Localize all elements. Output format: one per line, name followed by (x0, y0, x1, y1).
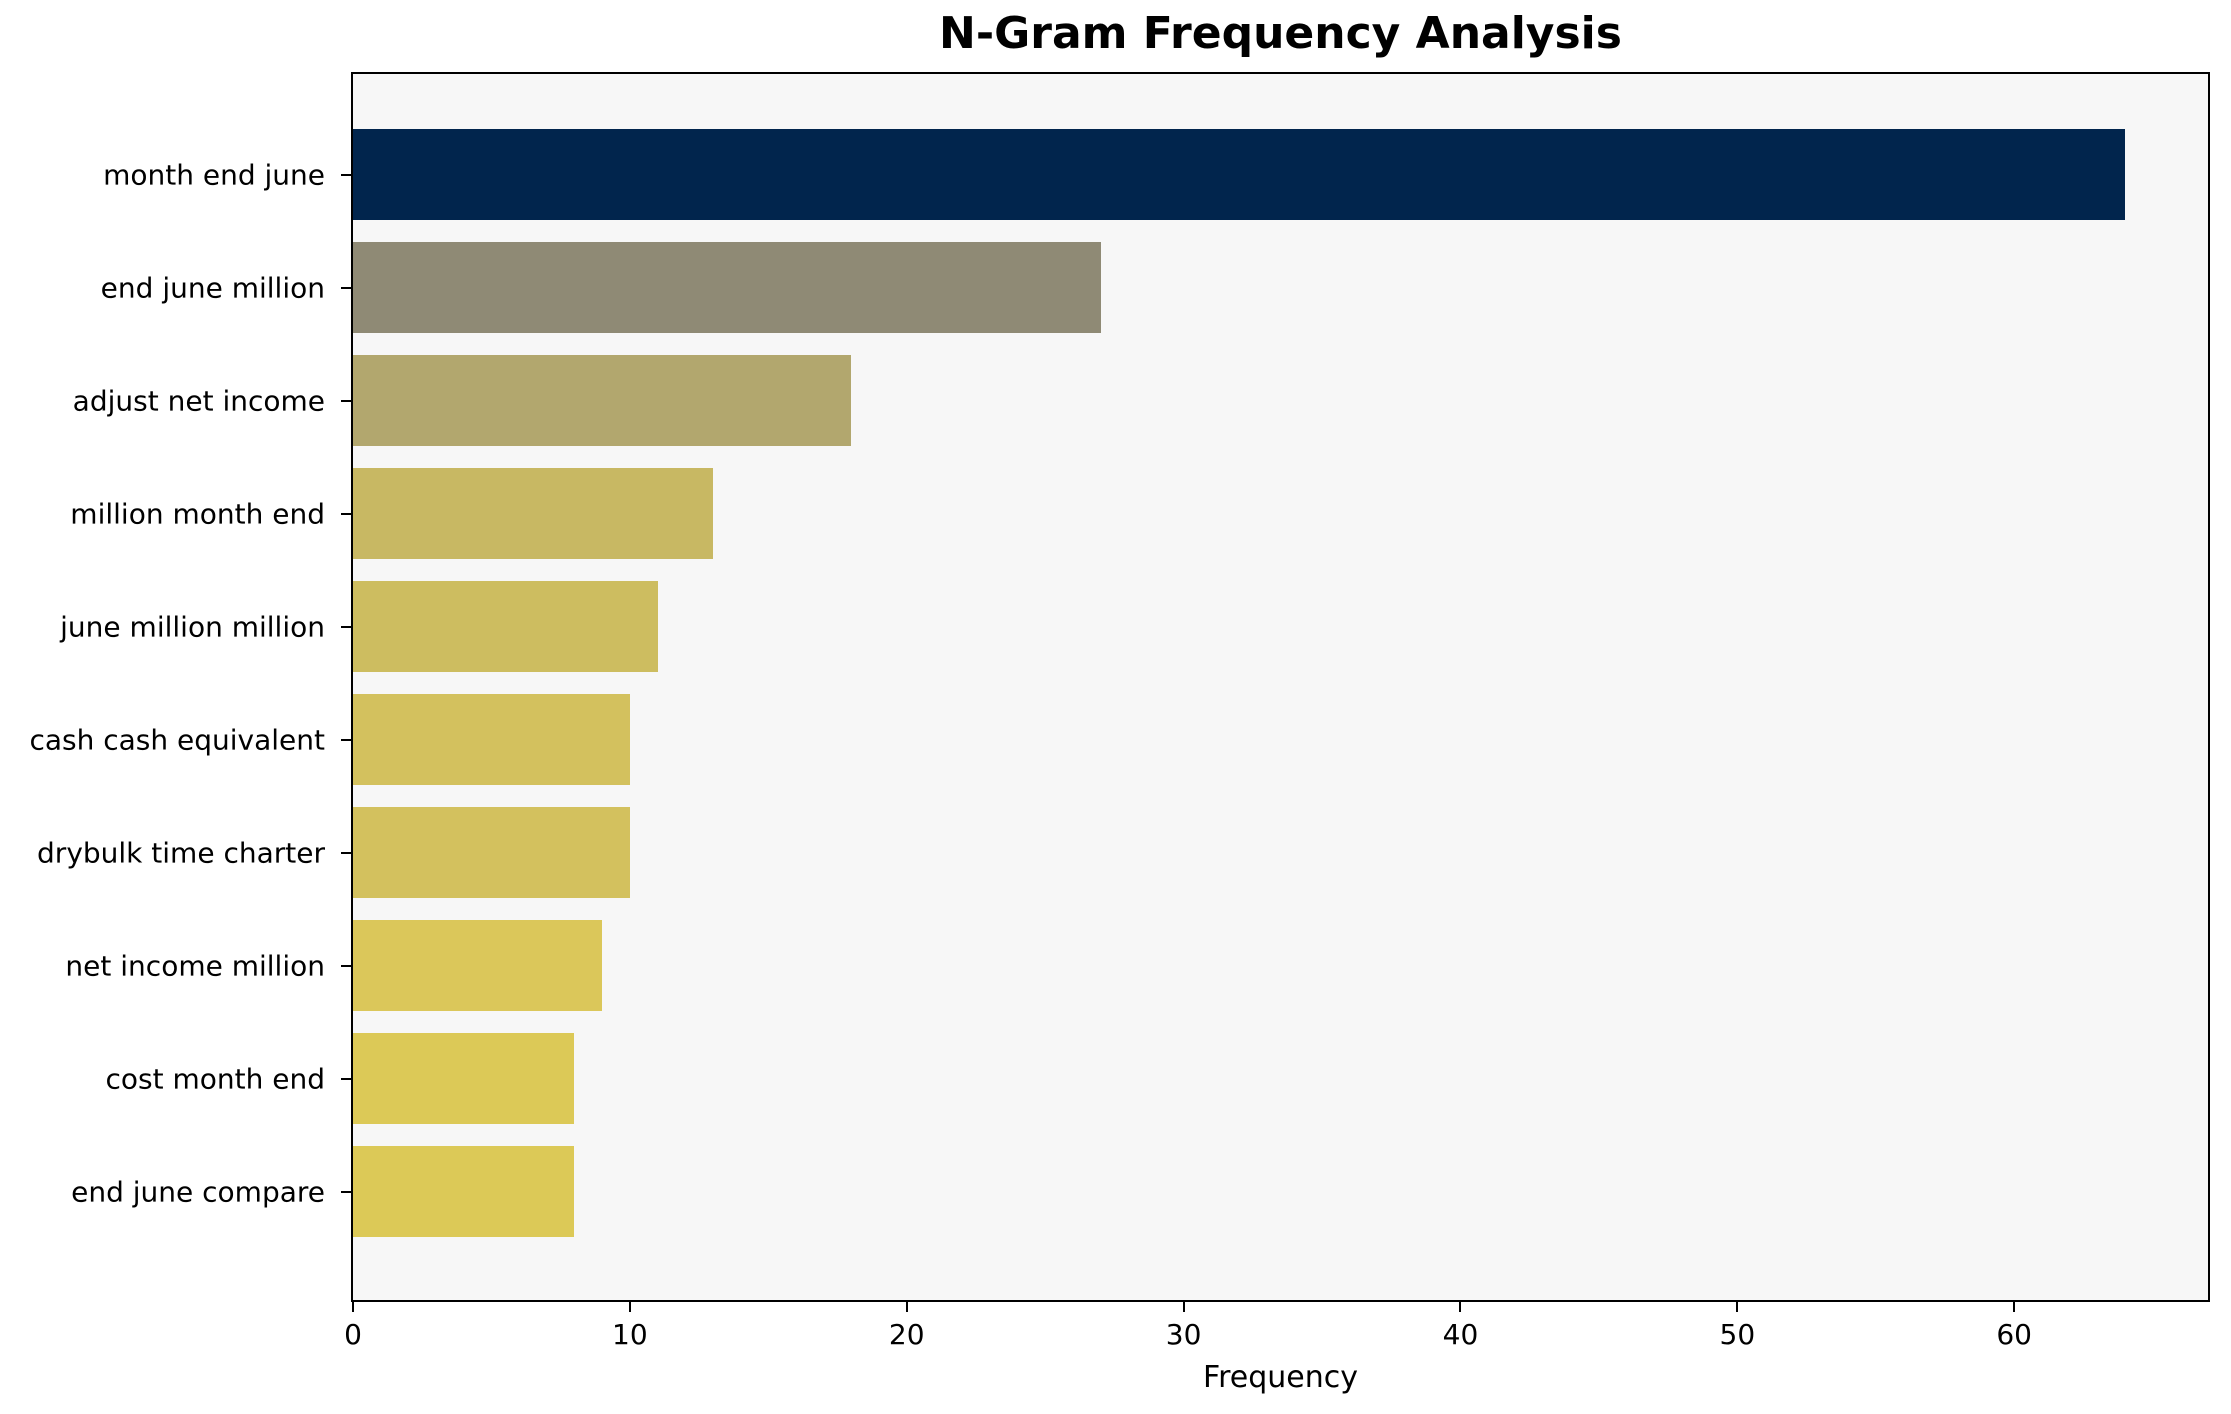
tick-mark (1182, 1302, 1185, 1312)
tick-mark (341, 1077, 351, 1080)
x-tick-label: 0 (344, 1318, 362, 1351)
bars-container (353, 74, 2208, 1300)
bar (353, 355, 852, 446)
tick-mark (341, 512, 351, 515)
y-tick-label: june million million (60, 610, 325, 643)
tick-mark (341, 399, 351, 402)
bar (353, 1033, 575, 1124)
tick-mark (341, 964, 351, 967)
tick-mark (905, 1302, 908, 1312)
tick-mark (341, 738, 351, 741)
x-tick-label: 10 (612, 1318, 648, 1351)
y-tick-label: end june million (100, 271, 325, 304)
bar (353, 129, 2125, 220)
plot-area (351, 72, 2210, 1302)
y-tick-label: cash cash equivalent (29, 723, 325, 756)
tick-mark (341, 173, 351, 176)
bar (353, 242, 1101, 333)
tick-mark (341, 286, 351, 289)
bar (353, 468, 713, 559)
y-tick-label: cost month end (105, 1062, 325, 1095)
bar (353, 920, 603, 1011)
y-tick-label: drybulk time charter (37, 836, 325, 869)
y-tick-label: adjust net income (72, 384, 325, 417)
tick-mark (341, 625, 351, 628)
x-tick-label: 20 (888, 1318, 925, 1351)
tick-mark (341, 851, 351, 854)
x-axis: 0 10 20 30 40 50 60 (344, 1302, 2210, 1414)
x-tick-label: 60 (1996, 1318, 2033, 1351)
x-axis-label: Frequency (1203, 1360, 1358, 1395)
x-tick-label: 50 (1719, 1318, 1756, 1351)
tick-mark (628, 1302, 631, 1312)
x-tick-label: 40 (1442, 1318, 1479, 1351)
bar (353, 581, 658, 672)
tick-mark (352, 1302, 354, 1312)
y-tick-label: million month end (70, 497, 325, 530)
chart-title: N-Gram Frequency Analysis (939, 8, 1622, 59)
tick-mark (1736, 1302, 1739, 1312)
y-tick-label: net income million (65, 949, 325, 982)
bar (353, 807, 630, 898)
bar (353, 1146, 575, 1237)
bar (353, 694, 630, 785)
y-tick-label: end june compare (71, 1175, 325, 1208)
y-tick-label: month end june (103, 158, 325, 191)
tick-mark (2013, 1302, 2016, 1312)
y-axis: month end june end june million adjust net… (0, 72, 351, 1302)
tick-mark (341, 1190, 351, 1193)
x-tick-label: 30 (1165, 1318, 1202, 1351)
tick-mark (1459, 1302, 1462, 1312)
